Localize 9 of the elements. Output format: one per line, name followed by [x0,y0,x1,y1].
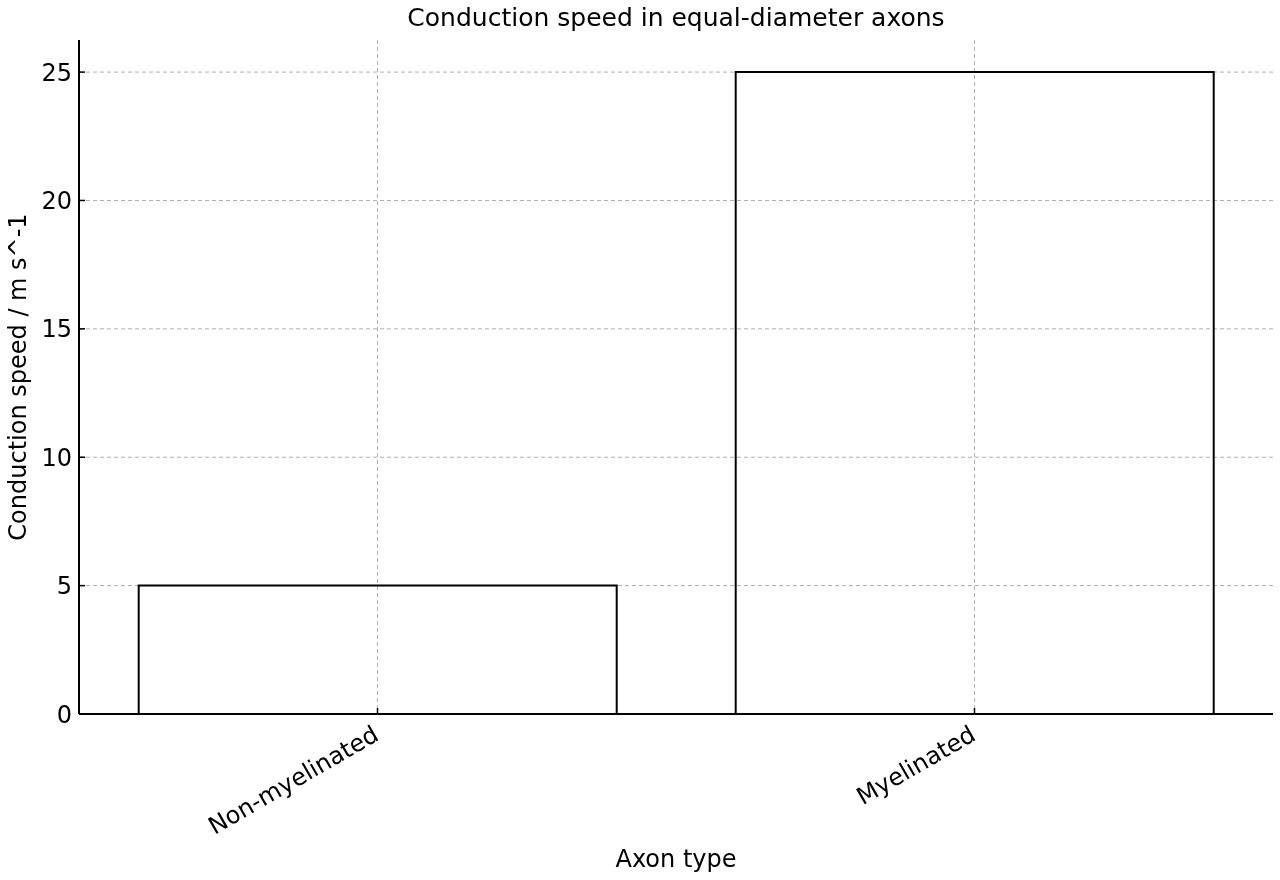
y-axis-title: Conduction speed / m s^-1 [3,213,33,541]
y-tick-label: 25 [41,58,72,87]
x-axis-title: Axon type [614,844,738,874]
y-tick-label: 10 [41,443,72,472]
chart-title: Conduction speed in equal-diameter axons [406,3,946,33]
y-tick-label: 5 [56,572,72,601]
y-tick-label: 20 [41,187,72,215]
y-tick-label: 0 [56,700,72,729]
y-tick-label: 15 [41,315,72,344]
